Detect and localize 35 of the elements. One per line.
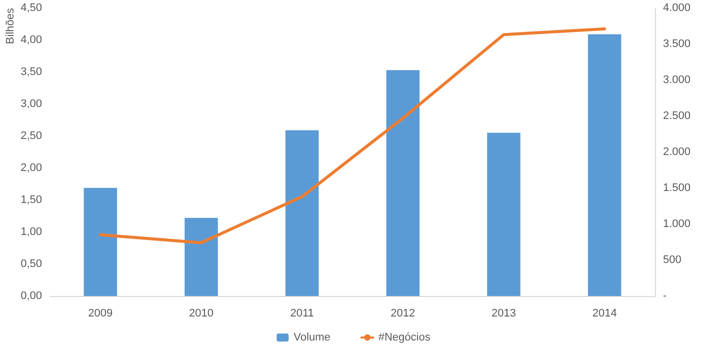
x-tick-label: 2010 [189,308,214,320]
y-tick-label: 0,00 [20,290,42,302]
y-tick-label: 1,50 [20,194,42,206]
y2-tick-label: 3.500 [663,38,691,50]
x-tick-label: 2014 [592,308,617,320]
y-tick-label: 1,00 [20,226,42,238]
y-axis-title: Bilhões [4,8,16,44]
y2-tick-label: - [663,290,667,302]
y-tick-label: 3,00 [20,98,42,110]
bar [184,218,218,296]
y2-tick-label: 2.500 [663,110,691,122]
legend-label: Volume [294,332,330,344]
y2-tick-label: 500 [663,254,682,266]
y2-tick-label: 2.000 [663,146,691,158]
x-tick-label: 2009 [88,308,113,320]
y-tick-label: 4,00 [20,34,42,46]
y2-tick-label: 1.000 [663,218,691,230]
legend-label: #Negócios [378,332,431,344]
x-tick-label: 2012 [390,308,416,320]
y-tick-label: 3,50 [20,66,42,78]
y-tick-label: 2,00 [20,162,42,174]
bar [487,132,520,296]
bar [84,188,118,296]
line-series [98,27,606,244]
bar [285,130,319,296]
y-tick-label: 4,50 [20,2,42,14]
x-tick-label: 2013 [492,308,516,320]
y-tick-label: 0,50 [20,258,42,270]
y2-tick-label: 3.000 [663,74,691,86]
y-tick-label: 2,50 [20,130,42,142]
x-tick-label: 2011 [290,308,314,320]
y2-tick-label: 1.500 [663,182,691,194]
y2-tick-label: 4.000 [663,2,691,14]
bar [386,70,420,296]
bar [588,34,622,296]
